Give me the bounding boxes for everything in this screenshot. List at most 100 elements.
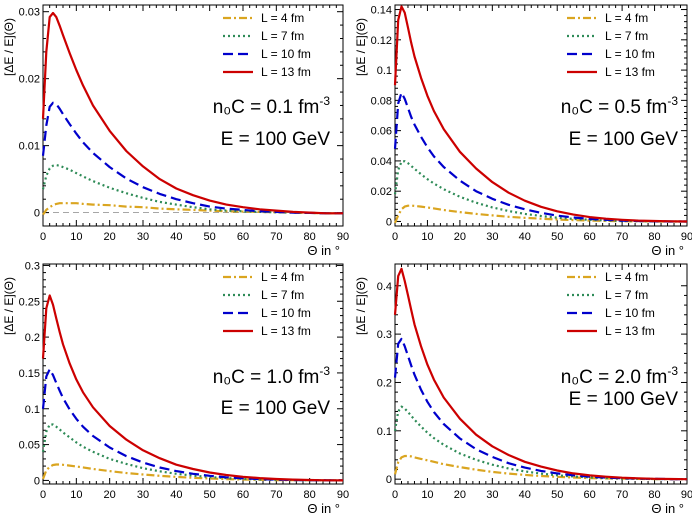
plot-frame bbox=[394, 4, 688, 227]
y-tick-label: 0.1 bbox=[377, 65, 392, 77]
plot-frame bbox=[42, 263, 344, 485]
series-line-L7fm bbox=[393, 405, 688, 481]
x-tick-label: 20 bbox=[454, 489, 466, 501]
annotation-energy: E = 100 GeV bbox=[221, 398, 331, 419]
y-tick-label: 0.04 bbox=[371, 156, 392, 168]
x-tick-label: 30 bbox=[486, 489, 498, 501]
annotation-density-text: n₀C = 0.1 fm bbox=[213, 97, 320, 118]
y-axis-label: [ΔE / E](Θ) bbox=[2, 18, 16, 76]
x-tick-label: 50 bbox=[204, 231, 216, 243]
y-tick-label: 0 bbox=[34, 475, 40, 487]
x-tick-label: 50 bbox=[551, 489, 563, 501]
series-line-L4fm bbox=[41, 463, 343, 482]
x-tick-label: 70 bbox=[616, 231, 628, 243]
x-tick-label: 20 bbox=[104, 489, 116, 501]
legend-label: L = 10 fm bbox=[605, 47, 655, 61]
legend-label: L = 7 fm bbox=[605, 288, 648, 302]
series-line-L7fm bbox=[41, 423, 344, 482]
panel-top-right: 0 10 20 30 40 50 60 70 80 90 0 0.02 0.04 0.06 0.08 0.1 0… bbox=[354, 4, 692, 258]
y-tick-label: 0.08 bbox=[371, 95, 392, 107]
series-line-L4fm bbox=[393, 454, 688, 481]
annotation-density: n₀C = 0.5 fm-3 bbox=[561, 94, 679, 118]
series-line-L7fm bbox=[393, 160, 687, 223]
x-tick-label: 50 bbox=[204, 489, 216, 501]
x-axis-label: Θ in ° bbox=[307, 243, 340, 258]
x-tick-label: 0 bbox=[392, 231, 398, 243]
annotation-density-text: n₀C = 0.5 fm bbox=[561, 97, 668, 118]
x-tick-label: 60 bbox=[237, 231, 249, 243]
y-tick-label: 0 bbox=[34, 208, 40, 220]
x-tick-label: 0 bbox=[40, 231, 46, 243]
y-tick-label: 0.01 bbox=[19, 141, 40, 153]
x-tick-label: 50 bbox=[551, 231, 563, 243]
y-tick-label: 0.06 bbox=[371, 126, 392, 138]
y-tick-label: 0 bbox=[386, 216, 392, 228]
y-tick-label: 0.25 bbox=[19, 296, 40, 308]
x-tick-label: 10 bbox=[421, 231, 433, 243]
x-tick-label: 90 bbox=[681, 489, 692, 501]
x-tick-label: 20 bbox=[454, 231, 466, 243]
y-tick-label: 0.14 bbox=[371, 5, 392, 17]
series-line-L10fm bbox=[41, 101, 343, 215]
y-tick-label: 0.1 bbox=[377, 426, 392, 438]
panel-bottom-left: 0 10 20 30 40 50 60 70 80 90 0 0.05 0.1 0.15 0.2 0.25 0.… bbox=[2, 260, 349, 516]
x-tick-label: 30 bbox=[486, 231, 498, 243]
y-tick-label: 0.12 bbox=[371, 35, 392, 47]
x-tick-label: 70 bbox=[270, 489, 282, 501]
annotation-energy: E = 100 GeV bbox=[569, 389, 679, 410]
panel-top-left: 0 10 20 30 40 50 60 70 80 90 0 0.01 0.02 0.03[ΔE / E]… bbox=[2, 4, 349, 258]
x-tick-label: 20 bbox=[104, 231, 116, 243]
y-tick-label: 0.05 bbox=[19, 440, 40, 452]
x-tick-label: 80 bbox=[304, 489, 316, 501]
legend-label: L = 7 fm bbox=[261, 29, 304, 43]
y-tick-label: 0.02 bbox=[19, 74, 40, 86]
series-line-L4fm bbox=[42, 202, 343, 216]
x-tick-label: 70 bbox=[616, 489, 628, 501]
y-tick-label: 0.03 bbox=[19, 7, 40, 19]
x-tick-label: 10 bbox=[70, 489, 82, 501]
y-tick-label: 0.4 bbox=[377, 281, 392, 293]
x-axis-label: Θ in ° bbox=[307, 501, 340, 516]
legend-label: L = 13 fm bbox=[605, 324, 655, 338]
y-tick-label: 0.02 bbox=[371, 186, 392, 198]
y-tick-label: 0.1 bbox=[25, 404, 40, 416]
legend-label: L = 4 fm bbox=[261, 270, 304, 284]
x-axis-label: Θ in ° bbox=[651, 243, 684, 258]
x-tick-label: 80 bbox=[304, 231, 316, 243]
y-tick-label: 0.3 bbox=[377, 329, 392, 341]
series-line-L4fm bbox=[393, 204, 687, 224]
y-axis-label: [ΔE / E](Θ) bbox=[354, 277, 368, 335]
x-tick-label: 90 bbox=[681, 231, 692, 243]
legend-label: L = 4 fm bbox=[261, 11, 304, 25]
legend-label: L = 10 fm bbox=[605, 306, 655, 320]
legend-label: L = 10 fm bbox=[261, 306, 311, 320]
x-tick-label: 10 bbox=[70, 231, 82, 243]
annotation-density-exponent: -3 bbox=[667, 364, 678, 378]
x-tick-label: 60 bbox=[237, 489, 249, 501]
x-tick-label: 40 bbox=[519, 489, 531, 501]
y-tick-label: 0.2 bbox=[25, 332, 40, 344]
legend-label: L = 13 fm bbox=[605, 65, 655, 79]
annotation-density-text: n₀C = 2.0 fm bbox=[561, 367, 668, 388]
x-tick-label: 30 bbox=[137, 489, 149, 501]
legend-label: L = 10 fm bbox=[261, 47, 311, 61]
legend-label: L = 4 fm bbox=[605, 11, 648, 25]
x-tick-label: 40 bbox=[519, 231, 531, 243]
annotation-density: n₀C = 0.1 fm-3 bbox=[213, 94, 331, 118]
legend-label: L = 7 fm bbox=[605, 29, 648, 43]
annotation-density: n₀C = 2.0 fm-3 bbox=[561, 364, 679, 388]
y-tick-label: 0.2 bbox=[377, 377, 392, 389]
x-tick-label: 0 bbox=[40, 489, 46, 501]
legend-label: L = 4 fm bbox=[605, 270, 648, 284]
x-tick-label: 90 bbox=[337, 489, 349, 501]
y-tick-label: 0.3 bbox=[25, 260, 40, 272]
annotation-density: n₀C = 1.0 fm-3 bbox=[213, 364, 331, 388]
x-axis-label: Θ in ° bbox=[651, 501, 684, 516]
series-line-L13fm bbox=[393, 267, 688, 481]
y-axis-label: [ΔE / E](Θ) bbox=[354, 18, 368, 76]
y-tick-label: 0.15 bbox=[19, 368, 40, 380]
legend-label: L = 7 fm bbox=[261, 288, 304, 302]
panel-bottom-right: 0 10 20 30 40 50 60 70 80 90 0 0.1 0.2 0.3 0.4 [ΔE / E]… bbox=[354, 263, 692, 516]
series-line-L13fm bbox=[41, 11, 343, 215]
